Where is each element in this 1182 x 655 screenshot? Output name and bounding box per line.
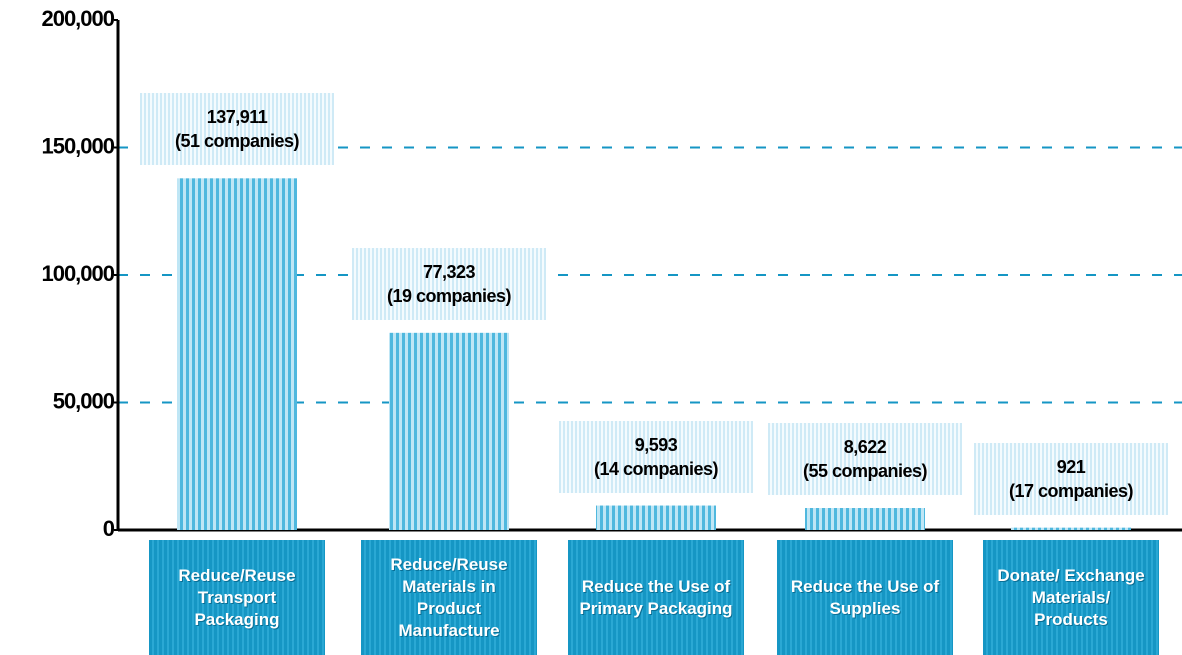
y-tick-label: 200,000 xyxy=(41,6,114,31)
value-text: 921 xyxy=(974,455,1168,479)
x-tick-label: Reduce the Use of Supplies xyxy=(777,540,953,655)
companies-text: (51 companies) xyxy=(140,129,334,153)
bar xyxy=(1011,528,1131,530)
value-text: 9,593 xyxy=(559,433,753,457)
companies-text: (14 companies) xyxy=(559,457,753,481)
x-tick-label: Reduce/Reuse Materials in Product Manufa… xyxy=(361,540,537,655)
companies-text: (19 companies) xyxy=(352,284,546,308)
value-label: 137,911(51 companies) xyxy=(140,93,334,165)
y-tick-label: 150,000 xyxy=(41,133,114,158)
value-label: 921(17 companies) xyxy=(974,443,1168,515)
value-label: 8,622(55 companies) xyxy=(768,423,962,495)
bar xyxy=(805,508,925,530)
bar xyxy=(389,333,509,530)
value-text: 77,323 xyxy=(352,260,546,284)
value-text: 8,622 xyxy=(768,435,962,459)
y-tick-label: 100,000 xyxy=(41,261,114,286)
chart: 0 50,000 100,000 150,000 200,000 137,911(51 … xyxy=(0,0,1182,655)
x-tick-label: Donate/ Exchange Materials/ Products xyxy=(983,540,1159,655)
x-tick-label: Reduce the Use of Primary Packaging xyxy=(568,540,744,655)
y-tick-label: 50,000 xyxy=(53,388,115,413)
bar xyxy=(596,506,716,530)
value-text: 137,911 xyxy=(140,105,334,129)
bar xyxy=(177,178,297,530)
companies-text: (17 companies) xyxy=(974,479,1168,503)
value-label: 9,593(14 companies) xyxy=(559,421,753,493)
companies-text: (55 companies) xyxy=(768,459,962,483)
y-tick-label: 0 xyxy=(103,516,115,541)
x-tick-label: Reduce/Reuse Transport Packaging xyxy=(149,540,325,655)
value-label: 77,323(19 companies) xyxy=(352,248,546,320)
